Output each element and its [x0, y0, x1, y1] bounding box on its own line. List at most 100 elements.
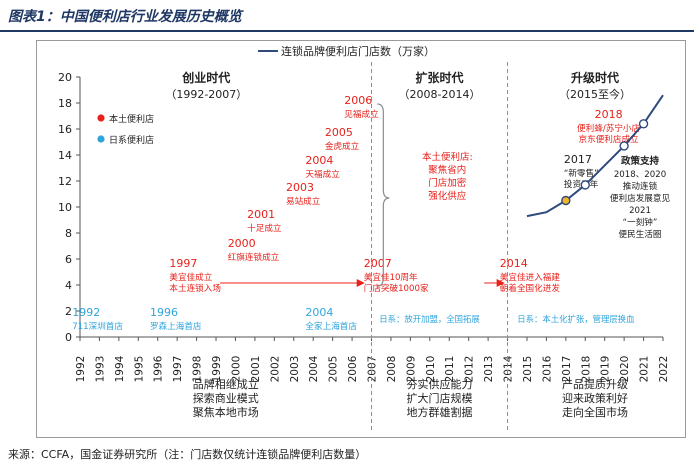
event-text: 罗森上海首店: [150, 320, 202, 332]
period-summary: 产品提质升级迎来政策利好走向全国市场: [562, 377, 628, 419]
x-tick-label: 2017: [561, 356, 573, 383]
x-tick-label: 1994: [114, 355, 126, 382]
period-range: （2015至今）: [559, 87, 631, 101]
category-legend-dot: [97, 114, 105, 122]
x-tick-label: 2019: [600, 356, 612, 383]
x-tick-label: 2010: [425, 356, 437, 383]
x-tick-label: 2003: [289, 356, 301, 383]
x-tick-label: 2018: [580, 356, 592, 383]
x-tick-label: 2021: [639, 356, 651, 383]
x-tick-label: 2005: [328, 356, 340, 383]
event-year: 2004: [305, 154, 333, 167]
title-rule: [0, 30, 694, 32]
event-text: 711深圳首店: [72, 320, 123, 332]
x-tick-label: 2004: [308, 355, 320, 382]
x-tick-label: 2007: [367, 356, 379, 383]
policy-title: 政策支持: [621, 155, 660, 167]
event-text: 见福成立: [344, 108, 379, 120]
x-tick-label: 2014: [503, 355, 515, 382]
source-note: 来源：CCFA，国金证券研究所（注：门店数仅统计连锁品牌便利店数量）: [8, 448, 367, 461]
x-tick-label: 2006: [347, 355, 359, 382]
event-year: 1996: [150, 306, 178, 319]
figure-title: 图表1：中国便利店行业发展历史概览: [8, 9, 242, 25]
x-tick-label: 2016: [541, 355, 553, 382]
event-text: 十足成立: [247, 222, 282, 234]
event-text: 红旗连锁成立: [228, 251, 280, 263]
event-year: 2004: [305, 306, 333, 319]
series-marker: [638, 119, 649, 129]
x-tick-label: 2001: [250, 356, 262, 383]
category-legend-label: 本土便利店: [109, 113, 154, 125]
y-tick-label: 0: [65, 331, 72, 344]
x-tick-label: 1993: [94, 356, 106, 383]
event-year: 1997: [169, 257, 197, 270]
event-year: 2007: [364, 257, 392, 270]
x-tick-label: 2008: [386, 356, 398, 383]
x-tick-label: 2022: [658, 356, 670, 383]
event-year: 2003: [286, 181, 314, 194]
x-tick-label: 2020: [619, 356, 631, 383]
y-tick-label: 4: [65, 279, 72, 292]
y-tick-label: 12: [58, 175, 72, 188]
y-tick-label: 16: [58, 123, 72, 136]
series-marker: [561, 195, 571, 206]
x-tick-label: 1997: [172, 356, 184, 383]
series-marker: [619, 141, 629, 151]
x-tick-label: 2012: [464, 356, 476, 383]
period-summary: 品牌相继成立探索商业模式聚焦本地市场: [193, 377, 259, 419]
event-text: 美宜佳成立本土连锁入场: [169, 271, 221, 294]
event-text: 全家上海首店: [305, 320, 357, 332]
y-tick-label: 20: [58, 71, 72, 84]
category-legend-dot: [97, 135, 105, 143]
x-tick-label: 2015: [522, 356, 534, 383]
japan-note-1: 日系：放开加盟，全国拓展: [379, 314, 480, 324]
period-range: （2008-2014）: [399, 88, 481, 101]
event-year: 2005: [325, 126, 353, 139]
x-tick-label: 2002: [269, 356, 281, 383]
policy-text: 2018、2020 推动连锁便利店发展意见 2021 “一刻钟”便民生活圈: [610, 170, 671, 240]
category-legend-label: 日系便利店: [109, 134, 154, 146]
event-year: 2006: [344, 94, 372, 107]
event-year: 2018: [595, 108, 623, 121]
x-tick-label: 2013: [483, 356, 495, 383]
event-year: 2001: [247, 208, 275, 221]
y-tick-label: 14: [58, 149, 72, 162]
event-year: 2017: [564, 153, 592, 166]
event-text: 美宜佳10周年门店突破1000家: [364, 271, 429, 294]
period-range: （1992-2007）: [165, 88, 247, 101]
japan-note-2: 日系：本土化扩张，管理层换血: [517, 314, 635, 324]
brace: [377, 103, 390, 287]
x-tick-label: 1996: [153, 355, 165, 382]
period-summary: 夯实供应能力扩大门店规模地方群雄割据: [407, 377, 473, 419]
event-year: 2014: [500, 257, 528, 270]
y-tick-label: 6: [65, 253, 72, 266]
x-tick-label: 1992: [75, 356, 87, 383]
event-year: 1992: [72, 306, 100, 319]
period-name: 扩张时代: [416, 70, 464, 85]
period-name: 创业时代: [181, 70, 230, 85]
series-marker: [580, 180, 590, 190]
event-year: 2000: [228, 237, 256, 250]
brace-note: 本土便利店:聚焦省内门店加密强化供应: [422, 151, 473, 202]
series-line: [526, 94, 664, 218]
event-text: 易站成立: [286, 195, 321, 207]
x-tick-label: 1998: [192, 356, 204, 383]
legend-label: 连锁品牌便利店门店数（万家）: [281, 44, 435, 58]
event-text: 金虎成立: [325, 140, 360, 152]
y-tick-label: 18: [58, 97, 72, 110]
event-text: 美宜佳进入福建朝着全国化进发: [500, 271, 561, 294]
chart-frame: [36, 40, 686, 438]
x-tick-label: 2000: [230, 356, 242, 383]
event-text: 便利蜂/苏宁小店京东便利店成立: [577, 122, 640, 145]
y-tick-label: 2: [65, 305, 72, 318]
y-tick-label: 10: [58, 201, 72, 214]
x-tick-label: 2009: [405, 356, 417, 383]
x-tick-label: 2011: [444, 356, 456, 383]
x-tick-label: 1999: [211, 356, 223, 383]
y-tick-label: 8: [65, 227, 72, 240]
event-text: 天福成立: [305, 168, 340, 180]
period-name: 升级时代: [571, 70, 619, 85]
x-tick-label: 1995: [133, 356, 145, 383]
